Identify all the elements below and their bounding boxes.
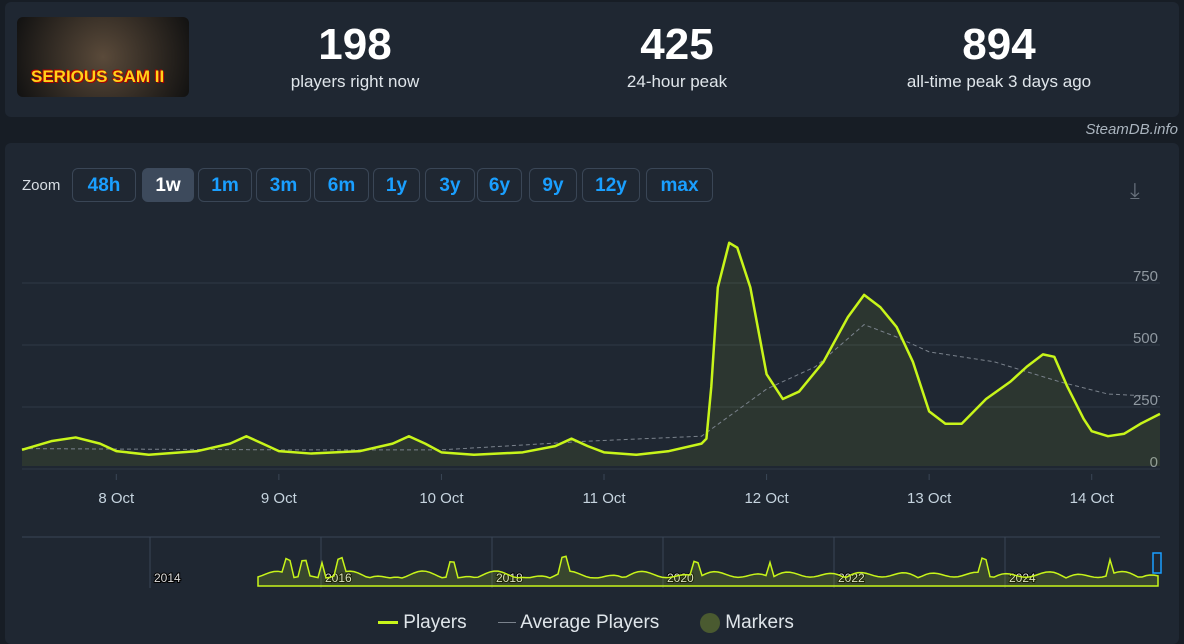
legend-label: Markers xyxy=(725,612,794,633)
legend-markers[interactable]: Markers xyxy=(700,612,794,634)
stat-value: 894 xyxy=(962,20,1036,69)
stats-header xyxy=(5,2,1179,117)
download-icon[interactable]: ⤓ xyxy=(1130,178,1140,203)
stat-label: 24-hour peak xyxy=(626,72,728,91)
navigator-year-label: 2018 xyxy=(496,571,523,585)
zoom-1m-button[interactable]: 1m xyxy=(198,168,252,202)
players-area xyxy=(22,242,1160,466)
x-tick-label: 14 Oct xyxy=(1070,490,1115,507)
stat-alltime-peak: 894 all-time peak 3 days ago xyxy=(869,20,1129,92)
players-line-icon xyxy=(378,621,398,625)
markers-dot-icon xyxy=(700,612,720,633)
stat-24h-peak: 425 24-hour peak xyxy=(547,20,807,92)
legend-label: Players xyxy=(403,612,467,633)
average-players-line xyxy=(21,324,1161,451)
zoom-3y-button[interactable]: 3y xyxy=(425,168,475,202)
navigator-year-label: 2022 xyxy=(838,571,865,585)
legend-label: Average Players xyxy=(520,612,660,633)
legend-players[interactable]: Players xyxy=(378,612,467,634)
chart-panel xyxy=(5,143,1179,644)
x-tick-label: 12 Oct xyxy=(744,490,789,507)
zoom-max-button[interactable]: max xyxy=(646,168,713,202)
zoom-1y-button[interactable]: 1y xyxy=(373,168,420,202)
navigator-handle[interactable] xyxy=(1152,552,1162,574)
y-tick-label: 0 xyxy=(1150,454,1158,471)
zoom-48h-button[interactable]: 48h xyxy=(72,168,136,202)
navigator-series xyxy=(257,555,1159,587)
y-tick-label: 750 xyxy=(1133,268,1158,285)
x-tick-label: 9 Oct xyxy=(261,490,298,507)
navigator-year-label: 2024 xyxy=(1009,571,1036,585)
x-tick-label: 10 Oct xyxy=(419,490,464,507)
zoom-9y-button[interactable]: 9y xyxy=(529,168,577,202)
y-tick-label: 250 xyxy=(1133,392,1158,409)
navigator-year-label: 2014 xyxy=(154,571,181,585)
stat-value: 198 xyxy=(318,20,392,69)
zoom-6m-button[interactable]: 6m xyxy=(314,168,369,202)
x-tick-label: 13 Oct xyxy=(907,490,952,507)
zoom-12y-button[interactable]: 12y xyxy=(582,168,640,202)
stat-current: 198 players right now xyxy=(225,20,485,92)
players-line xyxy=(21,241,1161,457)
zoom-3m-button[interactable]: 3m xyxy=(256,168,311,202)
x-tick-label: 8 Oct xyxy=(98,490,135,507)
game-logo[interactable]: SERIOUS SAM II xyxy=(17,17,189,97)
navigator-year-label: 2016 xyxy=(325,571,352,585)
x-tick-label: 11 Oct xyxy=(582,490,626,507)
stat-value: 425 xyxy=(640,20,714,69)
legend-average[interactable]: Average Players xyxy=(498,612,659,634)
zoom-6y-button[interactable]: 6y xyxy=(477,168,522,202)
stat-label: players right now xyxy=(290,72,420,91)
logo-text: SERIOUS SAM II xyxy=(31,67,165,86)
stat-label: all-time peak 3 days ago xyxy=(906,72,1092,91)
y-tick-label: 500 xyxy=(1133,330,1158,347)
zoom-label: Zoom xyxy=(22,177,61,194)
average-line-icon xyxy=(498,622,516,624)
steamdb-credit[interactable]: SteamDB.info xyxy=(1085,121,1178,138)
zoom-1w-button[interactable]: 1w xyxy=(142,168,194,202)
